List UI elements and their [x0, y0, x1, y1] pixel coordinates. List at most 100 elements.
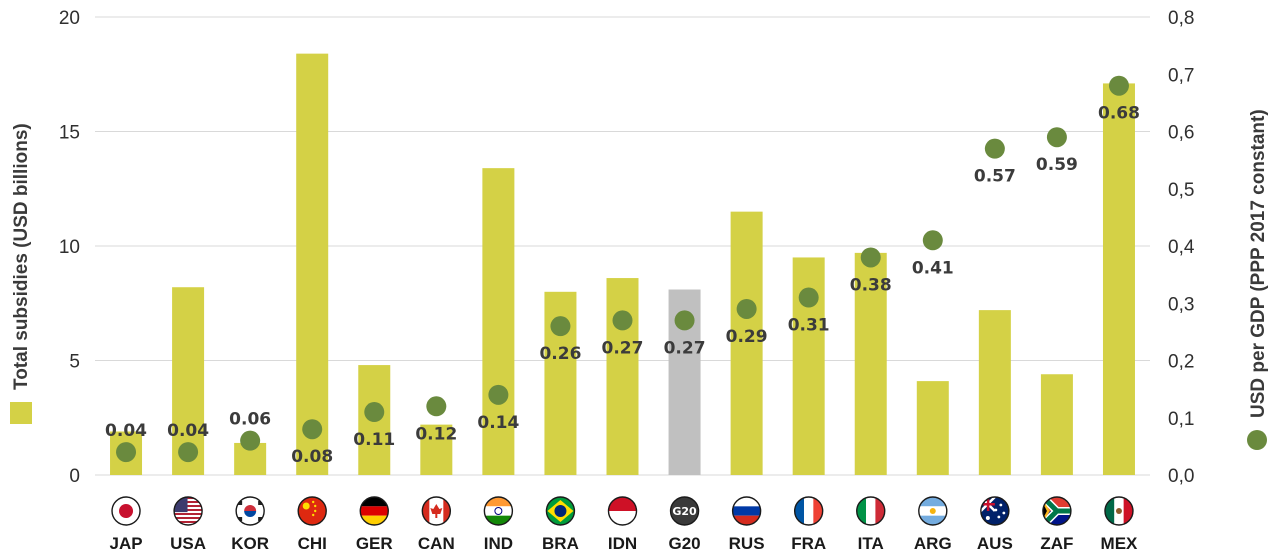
right-tick-label: 0,7: [1168, 65, 1194, 86]
data-label: 0.57: [974, 167, 1016, 187]
category-label: FRA: [791, 534, 826, 553]
dot-ind: [488, 384, 509, 405]
category-label: BRA: [542, 534, 579, 553]
bar-zaf: [1040, 374, 1073, 475]
data-label: 0.31: [788, 316, 830, 336]
svg-text:G20: G20: [672, 505, 697, 518]
data-label: 0.12: [415, 424, 457, 444]
south-africa-flag-icon: [1042, 496, 1072, 526]
right-tick-label: 0,3: [1168, 294, 1194, 315]
gridlines: [95, 16, 1150, 476]
category-label: KOR: [231, 534, 269, 553]
left-tick-label: 0: [69, 466, 80, 487]
dot-mex: [1108, 75, 1129, 96]
left-tick-label: 20: [59, 8, 80, 29]
bar-legend-swatch: [10, 402, 32, 424]
dot-kor: [240, 430, 261, 451]
data-label: 0.06: [229, 410, 271, 430]
france-flag-icon: [793, 496, 824, 526]
dot-zaf: [1046, 127, 1067, 148]
data-label: 0.59: [1036, 155, 1078, 175]
left-tick-label: 10: [59, 237, 80, 258]
bar-rus: [730, 211, 763, 475]
category-label: AUS: [977, 534, 1013, 553]
dot-bra: [550, 316, 571, 337]
category-label: ITA: [858, 534, 884, 553]
right-tick-label: 0,0: [1168, 466, 1194, 487]
dot-chi: [302, 419, 323, 440]
category-label: MEX: [1101, 534, 1139, 553]
right-tick-label: 0,1: [1168, 409, 1194, 430]
category-label: IDN: [608, 534, 637, 553]
korea-flag-icon: [235, 496, 265, 526]
bar-series: [110, 53, 1135, 475]
dot-legend-swatch: [1247, 430, 1267, 450]
right-axis-legend: USD per GDP (PPP 2017 constant): [1247, 109, 1269, 450]
canada-flag-icon: [421, 496, 452, 526]
bar-arg: [916, 381, 949, 475]
usa-flag-icon: [173, 496, 203, 526]
indonesia-flag-icon: [607, 496, 638, 526]
dot-idn: [612, 310, 633, 331]
left-tick-label: 15: [59, 123, 80, 144]
left-axis-ticks: 0 5 10 15 20: [59, 8, 80, 487]
bar-ita: [854, 252, 887, 475]
category-label: IND: [484, 534, 513, 553]
left-axis-title: Total subsidies (USD billions): [11, 123, 32, 390]
g20-badge-icon: G20: [669, 496, 700, 526]
data-label: 0.26: [539, 344, 581, 364]
category-label: CHI: [298, 534, 327, 553]
category-label: ARG: [914, 534, 952, 553]
dot-aus: [984, 138, 1005, 159]
bar-can: [420, 424, 453, 475]
italy-flag-icon: [856, 496, 886, 526]
dot-fra: [798, 287, 819, 308]
left-axis-legend: Total subsidies (USD billions): [10, 123, 32, 424]
data-labels: 0.04 0.04 0.06 0.08 0.11 0.12 0.14 0.26 0.27 0.27…: [105, 104, 1140, 468]
dot-usa: [178, 442, 199, 463]
right-axis-title: USD per GDP (PPP 2017 constant): [1248, 109, 1269, 418]
dot-rus: [736, 298, 757, 319]
india-flag-icon: [483, 496, 514, 526]
bar-aus: [978, 310, 1011, 475]
data-label: 0.04: [105, 421, 147, 441]
category-label: CAN: [418, 534, 455, 553]
category-label: JAP: [109, 534, 142, 553]
flag-icons: G20: [111, 496, 1134, 526]
data-label: 0.29: [726, 327, 768, 347]
data-label: 0.08: [291, 447, 333, 467]
right-axis-ticks: 0,0 0,1 0,2 0,3 0,4 0,5 0,6 0,7 0,8: [1168, 8, 1195, 487]
category-labels: JAP USA KOR CHI GER CAN IND BRA IDN G20 RUS FRA ITA A…: [109, 534, 1138, 553]
right-tick-label: 0,2: [1168, 352, 1194, 373]
bar-mex: [1102, 83, 1135, 475]
category-label: GER: [356, 534, 393, 553]
germany-flag-icon: [359, 496, 389, 526]
dot-g20: [674, 310, 695, 331]
category-label: USA: [170, 534, 206, 553]
category-label: ZAF: [1040, 534, 1073, 553]
australia-flag-icon: [980, 496, 1010, 526]
china-flag-icon: [297, 496, 327, 526]
dot-arg: [922, 230, 943, 251]
right-tick-label: 0,8: [1168, 8, 1194, 29]
dot-jap: [116, 442, 137, 463]
brazil-flag-icon: [545, 496, 576, 526]
dot-ita: [860, 247, 881, 268]
bar-chi: [296, 53, 329, 475]
japan-flag-icon: [111, 496, 141, 526]
dot-can: [426, 396, 447, 417]
right-tick-label: 0,6: [1168, 123, 1194, 144]
category-label: RUS: [729, 534, 765, 553]
dot-ger: [364, 402, 385, 423]
data-label: 0.04: [167, 421, 209, 441]
russia-flag-icon: [731, 496, 762, 526]
right-tick-label: 0,5: [1168, 180, 1194, 201]
bar-idn: [606, 278, 639, 475]
left-tick-label: 5: [69, 352, 80, 373]
data-label: 0.27: [664, 338, 706, 358]
data-label: 0.27: [602, 338, 644, 358]
data-label: 0.38: [850, 275, 892, 295]
mexico-flag-icon: [1104, 496, 1134, 526]
data-label: 0.68: [1098, 104, 1140, 124]
